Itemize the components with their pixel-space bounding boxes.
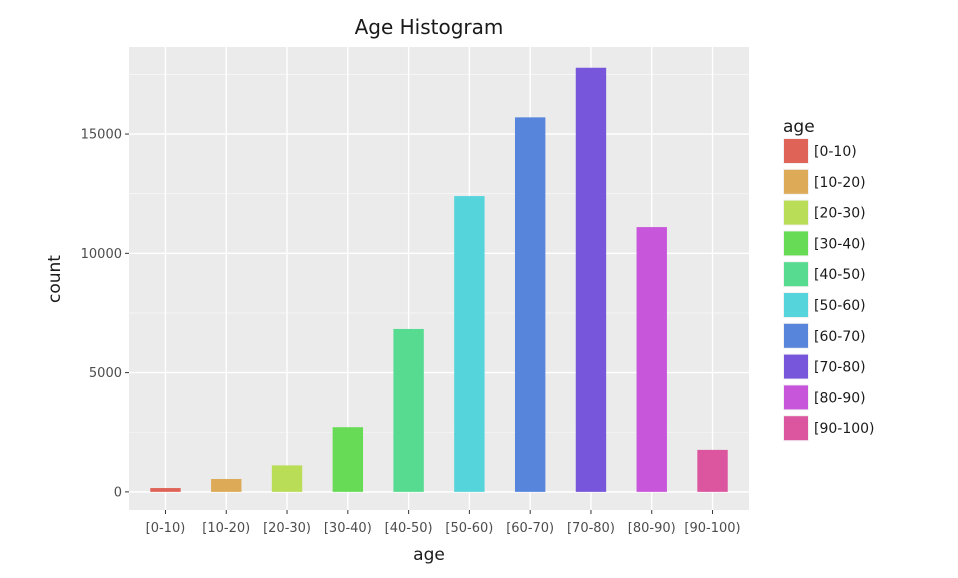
x-tick-label: [10-20)	[202, 521, 250, 536]
legend-label: [20-30)	[814, 206, 866, 222]
x-tick-label: [20-30)	[263, 521, 311, 536]
y-axis-title: count	[45, 255, 65, 303]
legend-key-swatch	[784, 169, 808, 194]
legend-items: [0-10) [10-20) [20-30) [30-40) [40-50) [50-60…	[783, 138, 875, 442]
x-tick-label: [90-100)	[684, 521, 740, 536]
legend-label: [50-60)	[814, 298, 866, 314]
legend-key-swatch	[784, 262, 808, 287]
x-tick-label: [70-80)	[567, 521, 615, 536]
bar-[30-40)	[332, 427, 364, 492]
legend-key-swatch	[784, 416, 808, 441]
bars	[150, 67, 728, 492]
legend-label: [80-90)	[814, 390, 866, 406]
legend-label: [60-70)	[814, 329, 866, 345]
x-axis-title: age	[413, 545, 445, 565]
y-tick-label: 10000	[81, 247, 122, 262]
legend-label: [40-50)	[814, 267, 866, 283]
bar-[60-70)	[514, 117, 546, 492]
y-axis: 0 5000 10000 15000	[81, 128, 129, 500]
legend-key-swatch	[784, 200, 808, 225]
legend-title: age	[783, 117, 815, 137]
legend-label: [30-40)	[814, 236, 866, 252]
x-tick-label: [30-40)	[324, 521, 372, 536]
bar-[40-50)	[393, 328, 424, 492]
legend-label: [70-80)	[814, 360, 866, 376]
legend-key-swatch	[784, 231, 808, 256]
legend: age [0-10) [10-20) [20-30) [30-40) [40-50) [5…	[783, 117, 875, 442]
bar-[10-20)	[211, 478, 242, 492]
y-tick-label: 5000	[89, 366, 122, 381]
legend-key-swatch	[784, 293, 808, 317]
chart-title: Age Histogram	[355, 15, 504, 39]
x-tick-label: [80-90)	[628, 521, 676, 536]
legend-key-swatch	[784, 323, 808, 348]
bar-[20-30)	[271, 465, 303, 492]
x-tick-label: [60-70)	[506, 521, 554, 536]
legend-key-swatch	[784, 354, 808, 379]
legend-key-swatch	[784, 385, 808, 410]
y-tick-label: 0	[114, 485, 122, 500]
legend-label: [0-10)	[814, 144, 857, 160]
legend-label: [90-100)	[814, 421, 875, 437]
legend-key-swatch	[784, 139, 808, 163]
bar-[80-90)	[636, 227, 667, 492]
y-tick-label: 15000	[81, 128, 122, 143]
x-tick-label: [40-50)	[385, 521, 433, 536]
bar-[70-80)	[575, 67, 607, 492]
x-tick-label: [50-60)	[445, 521, 493, 536]
legend-label: [10-20)	[814, 175, 866, 191]
bar-[0-10)	[150, 488, 181, 492]
bar-[50-60)	[454, 196, 485, 492]
x-axis: [0-10) [10-20) [20-30) [30-40) [40-50) [50-60…	[146, 510, 741, 536]
bar-[90-100)	[697, 449, 728, 492]
x-tick-label: [0-10)	[146, 521, 186, 536]
